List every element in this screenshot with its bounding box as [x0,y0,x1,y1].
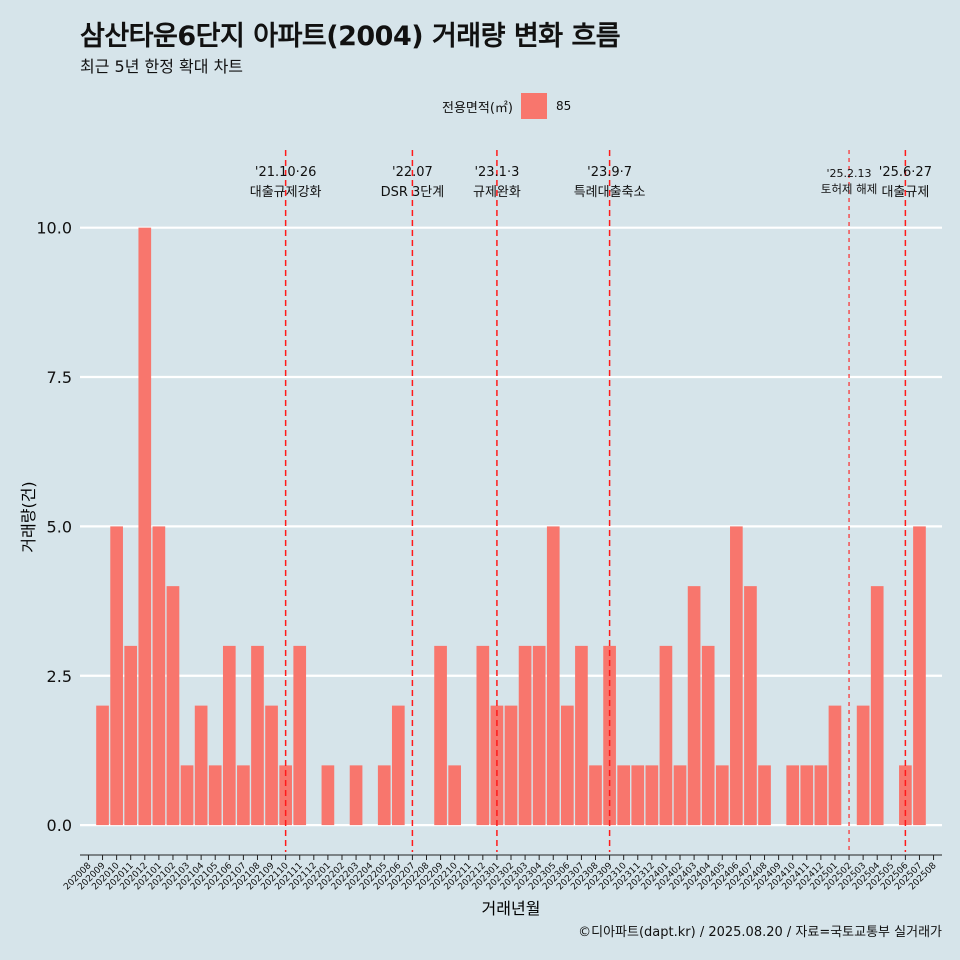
bar [138,227,152,826]
bar [222,645,236,826]
bar [476,645,490,826]
bar [870,586,884,826]
y-tick-label: 2.5 [47,667,72,686]
event-date: '22.07 [392,165,433,180]
bar [758,765,771,826]
chart-subtitle: 최근 5년 한정 확대 차트 [80,57,244,76]
bar [645,765,659,826]
y-tick-label: 10.0 [36,219,72,238]
annotations: '21.10·26 대출규제강화 '22.07 DSR 3단계 '23.1·3 규제완화 '… [250,150,932,852]
bar [96,705,109,826]
bar [391,705,405,826]
legend-item-label: 85 [555,99,572,113]
event-date: '25.6·27 [879,165,932,180]
x-axis: 2020082020092020102020112020122021012021… [62,854,942,892]
bar [856,705,870,826]
bar [321,765,335,826]
event-label: 대출규제 [881,185,929,200]
y-tick-label: 7.5 [47,368,72,387]
bar [659,645,673,826]
bar [786,765,800,826]
bar [561,705,574,826]
bar [800,765,814,826]
bar [546,526,560,826]
bar [518,645,532,826]
bar [194,705,208,826]
y-axis-label: 거래량(건) [19,481,38,552]
bar [631,765,645,826]
y-tick-label: 0.0 [47,816,72,835]
legend-title: 전용면적(㎡) [442,100,513,116]
bar [575,645,588,826]
bar [913,526,926,826]
event-label: 대출규제강화 [250,185,322,200]
legend-swatch [520,93,547,119]
bar [251,645,264,826]
bar [434,645,447,826]
event-label: 특례대출축소 [574,185,646,200]
event-date: '21.10·26 [255,165,316,180]
event-date: '23.1·3 [474,165,519,180]
event-label: DSR 3단계 [381,185,445,200]
bar [828,705,842,826]
bar [152,526,166,826]
bar [744,586,757,826]
event-label: 규제완화 [473,185,521,200]
bar [730,526,743,826]
bar [701,645,715,826]
event-date: '23.9·7 [587,165,632,180]
event-label: 토허제 해제 [821,182,878,196]
bar [124,645,138,826]
bar [349,765,363,826]
y-axis: 0.0 2.5 5.0 7.5 10.0 [36,219,72,835]
bar [617,765,631,826]
legend: 전용면적(㎡) 85 [442,93,571,119]
bar [208,765,222,826]
bar [673,765,687,826]
bars [96,227,926,826]
bar [110,526,123,826]
event-date: '25.2.13 [827,167,872,180]
bar [532,645,546,826]
x-axis-label: 거래년월 [482,899,541,918]
bar [504,705,518,826]
bar [166,586,180,826]
y-tick-label: 5.0 [47,517,72,536]
bar [377,765,391,826]
bar [589,765,602,826]
bar [715,765,729,826]
bar [448,765,461,826]
bar [180,765,194,826]
bar [265,705,278,826]
bar [293,645,307,826]
source-caption: ©디아파트(dapt.kr) / 2025.08.20 / 자료=국토교통부 실… [578,925,942,940]
bar [687,586,701,826]
bar [814,765,828,826]
chart-title: 삼산타운6단지 아파트(2004) 거래량 변화 흐름 [80,21,621,52]
bar [237,765,250,826]
